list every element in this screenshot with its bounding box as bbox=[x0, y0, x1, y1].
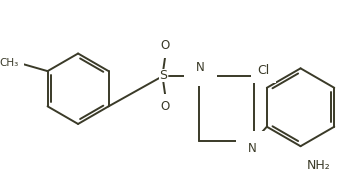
Text: O: O bbox=[161, 39, 170, 52]
Text: CH₃: CH₃ bbox=[0, 58, 19, 68]
Text: O: O bbox=[161, 100, 170, 113]
Text: NH₂: NH₂ bbox=[307, 159, 331, 172]
Text: N: N bbox=[196, 61, 205, 74]
Text: S: S bbox=[159, 69, 167, 82]
Text: N: N bbox=[248, 142, 257, 155]
Text: Cl: Cl bbox=[257, 64, 269, 77]
